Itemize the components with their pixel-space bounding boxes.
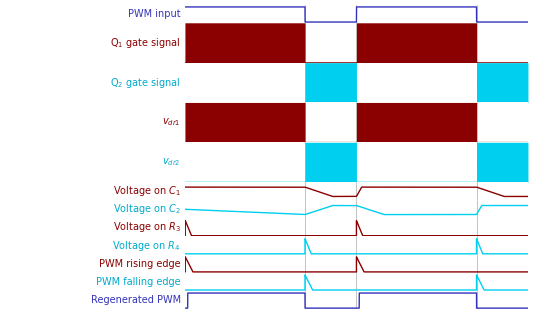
- Y-axis label: Q$_1$ gate signal: Q$_1$ gate signal: [110, 36, 181, 50]
- Y-axis label: Voltage on $R_3$: Voltage on $R_3$: [113, 220, 181, 234]
- Y-axis label: Voltage on $C_2$: Voltage on $C_2$: [113, 202, 181, 216]
- Y-axis label: Q$_2$ gate signal: Q$_2$ gate signal: [110, 76, 181, 90]
- Y-axis label: $v_{dr2}$: $v_{dr2}$: [162, 156, 181, 168]
- Y-axis label: PWM rising edge: PWM rising edge: [99, 259, 181, 269]
- Y-axis label: Voltage on $R_4$: Voltage on $R_4$: [113, 238, 181, 252]
- Y-axis label: $v_{dr1}$: $v_{dr1}$: [162, 116, 181, 128]
- Y-axis label: PWM falling edge: PWM falling edge: [96, 277, 181, 287]
- Y-axis label: Voltage on $C_1$: Voltage on $C_1$: [113, 184, 181, 198]
- Y-axis label: PWM input: PWM input: [128, 9, 181, 19]
- Y-axis label: Regenerated PWM: Regenerated PWM: [91, 295, 181, 305]
